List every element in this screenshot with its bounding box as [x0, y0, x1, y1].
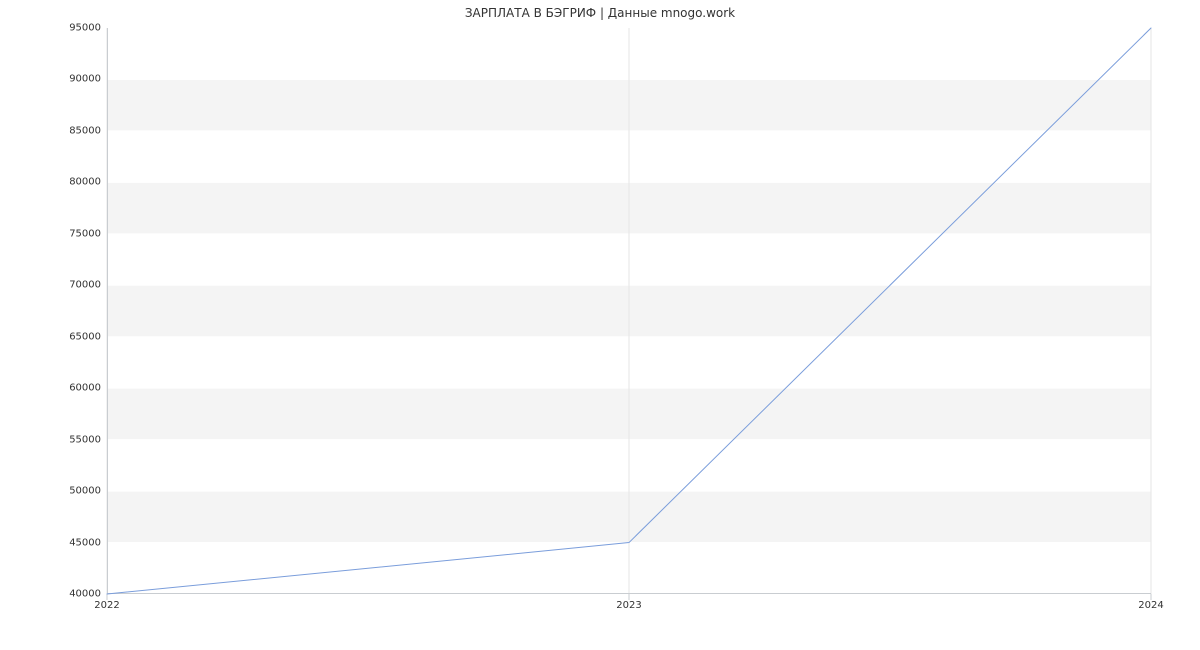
- y-tick-label: 65000: [69, 331, 107, 342]
- y-tick-label: 95000: [69, 23, 107, 34]
- y-tick-label: 60000: [69, 383, 107, 394]
- x-tick-label: 2022: [94, 594, 119, 611]
- y-tick-label: 45000: [69, 537, 107, 548]
- salary-line-chart: ЗАРПЛАТА В БЭГРИФ | Данные mnogo.work 40…: [0, 0, 1200, 650]
- y-tick-label: 70000: [69, 280, 107, 291]
- plot-area: 4000045000500005500060000650007000075000…: [107, 28, 1151, 594]
- y-tick-label: 85000: [69, 125, 107, 136]
- y-tick-label: 75000: [69, 228, 107, 239]
- y-tick-label: 55000: [69, 434, 107, 445]
- plot-svg: [107, 28, 1151, 594]
- y-tick-label: 80000: [69, 177, 107, 188]
- x-tick-label: 2024: [1138, 594, 1163, 611]
- chart-title: ЗАРПЛАТА В БЭГРИФ | Данные mnogo.work: [0, 6, 1200, 20]
- y-tick-label: 90000: [69, 74, 107, 85]
- y-tick-label: 50000: [69, 486, 107, 497]
- x-tick-label: 2023: [616, 594, 641, 611]
